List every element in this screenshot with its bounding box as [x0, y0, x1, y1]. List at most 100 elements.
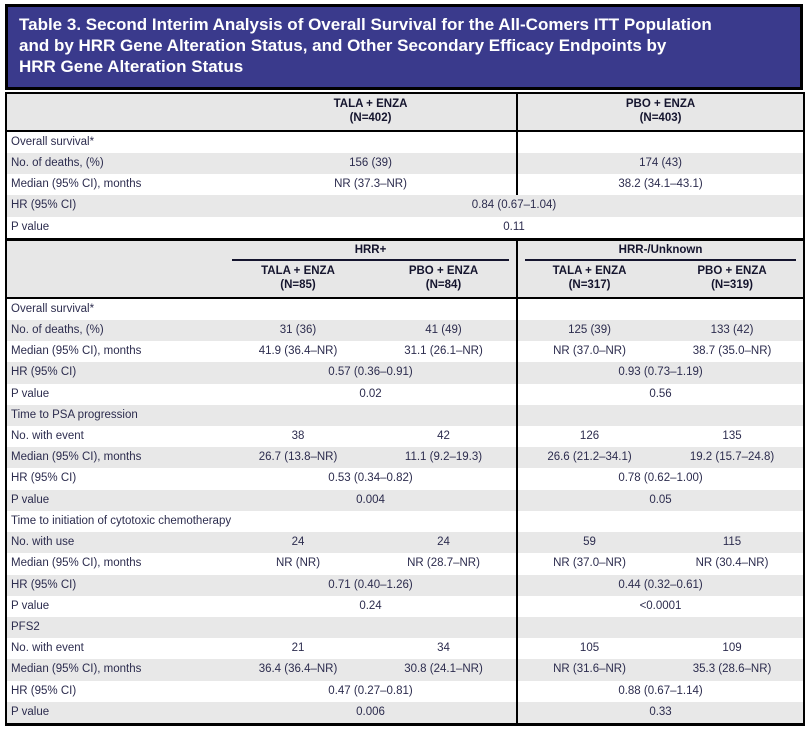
value-cell: 105	[516, 638, 662, 660]
empty-cell	[516, 404, 805, 427]
value-cell: 26.6 (21.2–34.1)	[516, 447, 662, 469]
value-cell-group: 0.33	[516, 701, 805, 725]
table-row: No. with event 21 34 105 109	[6, 638, 805, 660]
value-cell: 156 (39)	[349, 157, 392, 170]
value-cell-spanning: 0.84 (0.67–1.04)	[471, 199, 557, 212]
empty-cell	[6, 237, 225, 262]
value-cell-group: 0.02	[359, 387, 382, 400]
table-row: No. of deaths, (%) 156 (39) 174 (43)	[6, 153, 805, 175]
row-label: HR (95% CI)	[11, 684, 77, 697]
table-row: HR (95% CI) 0.84 (0.67–1.04)	[6, 195, 805, 217]
group-label: HRR+	[354, 243, 387, 256]
empty-cell	[516, 510, 805, 533]
section-label-psa-progression: Time to PSA progression	[11, 408, 138, 421]
table-title-line-2: and by HRR Gene Alteration Status, and O…	[19, 36, 667, 56]
table-row: P value 0.11	[6, 216, 805, 240]
column-header-pbo-enza-hrrneg: PBO + ENZA (N=319)	[661, 261, 805, 299]
row-label: Median (95% CI), months	[11, 663, 142, 676]
value-cell: 59	[516, 532, 662, 554]
value-cell-group: 0.71 (0.40–1.26)	[328, 578, 413, 591]
arm-n: (N=85)	[280, 278, 316, 291]
value-cell: 21	[291, 642, 305, 655]
value-cell-group: 0.78 (0.62–1.00)	[516, 468, 805, 490]
section-label-overall-survival: Overall survival*	[11, 135, 95, 148]
arm-label: PBO + ENZA	[625, 98, 696, 111]
value-cell: NR (NR)	[275, 557, 321, 570]
value-cell: 38.7 (35.0–NR)	[692, 345, 772, 358]
value-cell-group: 0.57 (0.36–0.91)	[328, 366, 413, 379]
value-cell: 42	[437, 430, 450, 443]
row-label: HR (95% CI)	[11, 199, 77, 212]
section-label-pfs2: PFS2	[11, 621, 40, 634]
value-cell: NR (37.0–NR)	[516, 341, 662, 363]
row-label: P value	[11, 599, 50, 612]
arm-label: TALA + ENZA	[552, 265, 627, 278]
arm-n: (N=319)	[711, 278, 753, 291]
table-row: No. with event 38 42 126 135	[6, 426, 805, 448]
value-cell: 126	[516, 426, 662, 448]
row-label: HR (95% CI)	[11, 472, 77, 485]
table-row: HR (95% CI) 0.71 (0.40–1.26) 0.44 (0.32–…	[6, 574, 805, 596]
row-label: Median (95% CI), months	[11, 345, 142, 358]
table-row: P value 0.02 0.56	[6, 383, 805, 405]
value-cell: 41.9 (36.4–NR)	[258, 345, 338, 358]
value-cell-group: 0.44 (0.32–0.61)	[516, 574, 805, 596]
value-cell: 11.1 (9.2–19.3)	[404, 451, 483, 464]
value-cell-group: 0.05	[516, 489, 805, 511]
value-cell-group: 0.006	[356, 705, 385, 718]
row-label: No. with event	[11, 642, 84, 655]
column-header-pbo-enza-hrrpos: PBO + ENZA (N=84)	[371, 261, 518, 299]
value-cell: NR (28.7–NR)	[407, 557, 480, 570]
table-title-line-3: HRR Gene Alteration Status	[19, 57, 244, 77]
value-cell: 125 (39)	[516, 319, 662, 342]
table-row: Time to initiation of cytotoxic chemothe…	[6, 510, 805, 533]
table-row: P value 0.006 0.33	[6, 701, 805, 725]
group-header-row: HRR+ HRR-/Unknown	[6, 237, 805, 262]
value-cell: NR (31.6–NR)	[516, 659, 662, 681]
row-label: Median (95% CI), months	[11, 557, 142, 570]
arm-label: TALA + ENZA	[261, 265, 335, 278]
column-header-tala-enza-hrrpos: TALA + ENZA (N=85)	[225, 261, 371, 299]
value-cell: 174 (43)	[516, 153, 805, 175]
table-row: HR (95% CI) 0.53 (0.34–0.82) 0.78 (0.62–…	[6, 468, 805, 490]
column-header-tala-enza-itt: TALA + ENZA (N=402)	[225, 93, 518, 132]
value-cell: NR (37.0–NR)	[516, 553, 662, 575]
table-row: Median (95% CI), months 36.4 (36.4–NR) 3…	[6, 659, 805, 681]
value-cell-group: 0.53 (0.34–0.82)	[328, 472, 413, 485]
value-cell: 24	[291, 536, 305, 549]
value-cell-group: 0.56	[516, 383, 805, 405]
value-cell: 38	[291, 430, 305, 443]
arm-n: (N=317)	[568, 278, 611, 291]
value-cell: NR (37.3–NR)	[334, 178, 407, 191]
row-label: No. of deaths, (%)	[11, 323, 104, 336]
value-cell: 133 (42)	[710, 323, 754, 336]
empty-cell	[516, 297, 805, 320]
value-cell-group: 0.24	[359, 599, 382, 612]
value-cell-group: 0.47 (0.27–0.81)	[328, 684, 413, 697]
value-cell: 31 (36)	[279, 323, 317, 336]
row-label: P value	[11, 493, 50, 506]
row-label: No. of deaths, (%)	[11, 157, 104, 170]
table-row: Overall survival*	[6, 297, 805, 320]
section-label-cytotoxic-chemo: Time to initiation of cytotoxic chemothe…	[11, 514, 232, 527]
row-label: Median (95% CI), months	[11, 451, 142, 464]
group-header-hrr-positive: HRR+	[225, 237, 518, 262]
value-cell-spanning: 0.11	[503, 220, 525, 233]
arm-label: PBO + ENZA	[697, 265, 767, 278]
empty-cell	[516, 617, 805, 639]
value-cell-group: 0.88 (0.67–1.14)	[516, 680, 805, 702]
value-cell: 26.7 (13.8–NR)	[258, 451, 338, 464]
value-cell: 41 (49)	[425, 323, 462, 336]
row-label: Median (95% CI), months	[11, 178, 142, 191]
value-cell: 35.3 (28.6–NR)	[692, 663, 772, 676]
arm-n: (N=84)	[425, 278, 462, 291]
value-cell: 24	[437, 536, 450, 549]
results-table: TALA + ENZA (N=402) PBO + ENZA (N=403) O…	[5, 92, 806, 727]
empty-cell	[6, 261, 225, 299]
table-title-banner: Table 3. Second Interim Analysis of Over…	[5, 4, 803, 91]
table-row: Median (95% CI), months 41.9 (36.4–NR) 3…	[6, 341, 805, 363]
arm-label: TALA + ENZA	[333, 98, 408, 111]
value-cell: 115	[722, 536, 742, 549]
value-cell: NR (30.4–NR)	[695, 557, 769, 570]
